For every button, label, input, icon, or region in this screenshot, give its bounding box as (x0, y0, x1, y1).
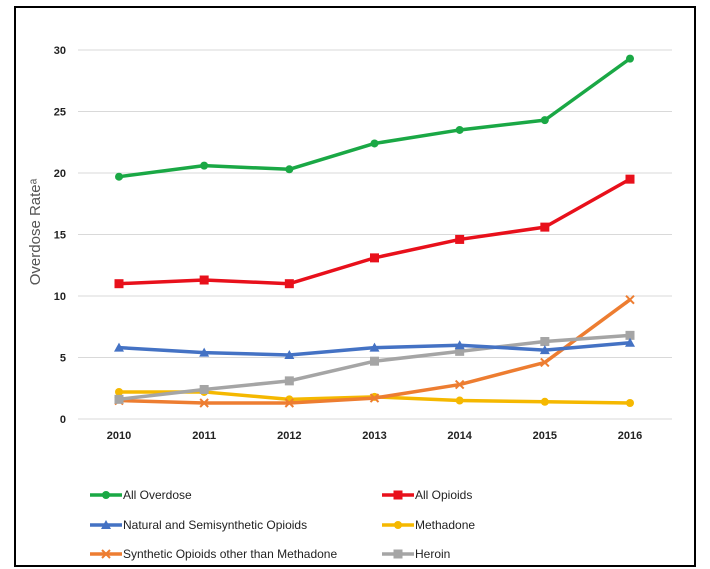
legend-item: All Overdose (90, 488, 192, 502)
data-point (454, 340, 465, 350)
legend-label: Methadone (415, 518, 475, 532)
data-point (455, 234, 465, 244)
data-point (369, 393, 380, 403)
series-line (118, 57, 632, 179)
legend-swatch-marker (102, 491, 110, 499)
data-point (454, 379, 465, 390)
data-point (115, 387, 123, 396)
legend-swatch-marker (101, 520, 111, 529)
data-point (370, 253, 379, 263)
data-point (284, 376, 294, 386)
legend-item: Heroin (382, 547, 450, 561)
data-point (626, 399, 634, 408)
y-axis-ticks: 0 5 10 15 20 25 30 (54, 45, 66, 426)
data-point (369, 342, 380, 352)
data-point (625, 337, 635, 347)
legend-item: Synthetic Opioids other than Methadone (90, 547, 337, 561)
legend-swatch-marker (393, 549, 403, 559)
data-point (284, 398, 295, 408)
data-point (370, 139, 379, 148)
data-point (114, 342, 124, 352)
data-point (625, 330, 635, 340)
series-line (118, 177, 631, 286)
legend-item: Natural and Semisynthetic Opioids (90, 518, 307, 532)
data-point (540, 116, 549, 125)
series-heroin (114, 330, 635, 404)
legend: All Overdose All Opioids Natural and Semis… (90, 488, 475, 561)
x-tick-label: 2014 (447, 430, 472, 442)
data-point (284, 350, 295, 360)
x-tick-label: 2011 (192, 430, 216, 442)
data-point (540, 222, 550, 232)
data-point (540, 357, 550, 368)
data-point (284, 279, 294, 289)
x-tick-label: 2010 (107, 430, 131, 442)
legend-label: Synthetic Opioids other than Methadone (123, 547, 337, 561)
data-point (285, 165, 294, 174)
series-all-opioids (114, 174, 635, 289)
data-point (114, 394, 124, 404)
chart-frame: 0 5 10 15 20 25 30 2010 2011 2012 2013 2014 2015 201… (14, 6, 696, 567)
series-natural-and-semisynthetic-opioids (114, 337, 635, 360)
data-point (199, 275, 209, 285)
data-point (115, 172, 123, 181)
data-point (114, 279, 124, 289)
gridlines (78, 49, 672, 420)
data-point (455, 346, 465, 356)
legend-item: All Opioids (382, 488, 472, 502)
legend-swatch-marker (393, 490, 403, 500)
data-point (540, 337, 550, 347)
x-tick-label: 2013 (362, 430, 386, 442)
y-tick-label: 5 (60, 353, 66, 365)
data-point (625, 174, 635, 184)
data-point (199, 398, 209, 408)
series-all-overdose (115, 54, 634, 181)
y-tick-label: 20 (54, 168, 66, 180)
data-point (199, 384, 209, 394)
y-tick-label: 0 (60, 414, 66, 426)
data-point (625, 294, 635, 305)
y-tick-label: 10 (54, 291, 66, 303)
y-tick-label: 15 (54, 230, 66, 242)
x-tick-label: 2012 (277, 430, 301, 442)
series-lines (114, 54, 635, 408)
x-tick-label: 2016 (618, 430, 642, 442)
legend-item: Methadone (382, 518, 475, 532)
data-point (540, 397, 549, 406)
legend-label: All Overdose (123, 488, 192, 502)
data-point (200, 161, 209, 170)
legend-label: Heroin (415, 547, 450, 561)
data-point (539, 345, 550, 355)
x-tick-label: 2015 (533, 430, 557, 442)
data-point (199, 347, 210, 357)
data-point (370, 356, 379, 366)
y-tick-label: 30 (54, 45, 66, 57)
data-point (455, 396, 464, 405)
data-point (626, 54, 634, 63)
data-point (455, 125, 464, 134)
legend-label: Natural and Semisynthetic Opioids (123, 518, 307, 532)
legend-swatch-marker (394, 521, 402, 529)
legend-swatch-marker (101, 549, 111, 559)
x-axis-ticks: 2010 2011 2012 2013 2014 2015 2016 (107, 430, 642, 442)
y-tick-label: 25 (54, 107, 66, 119)
legend-label: All Opioids (415, 488, 472, 502)
y-axis-label: Overdose Rateᵃ (27, 178, 44, 285)
